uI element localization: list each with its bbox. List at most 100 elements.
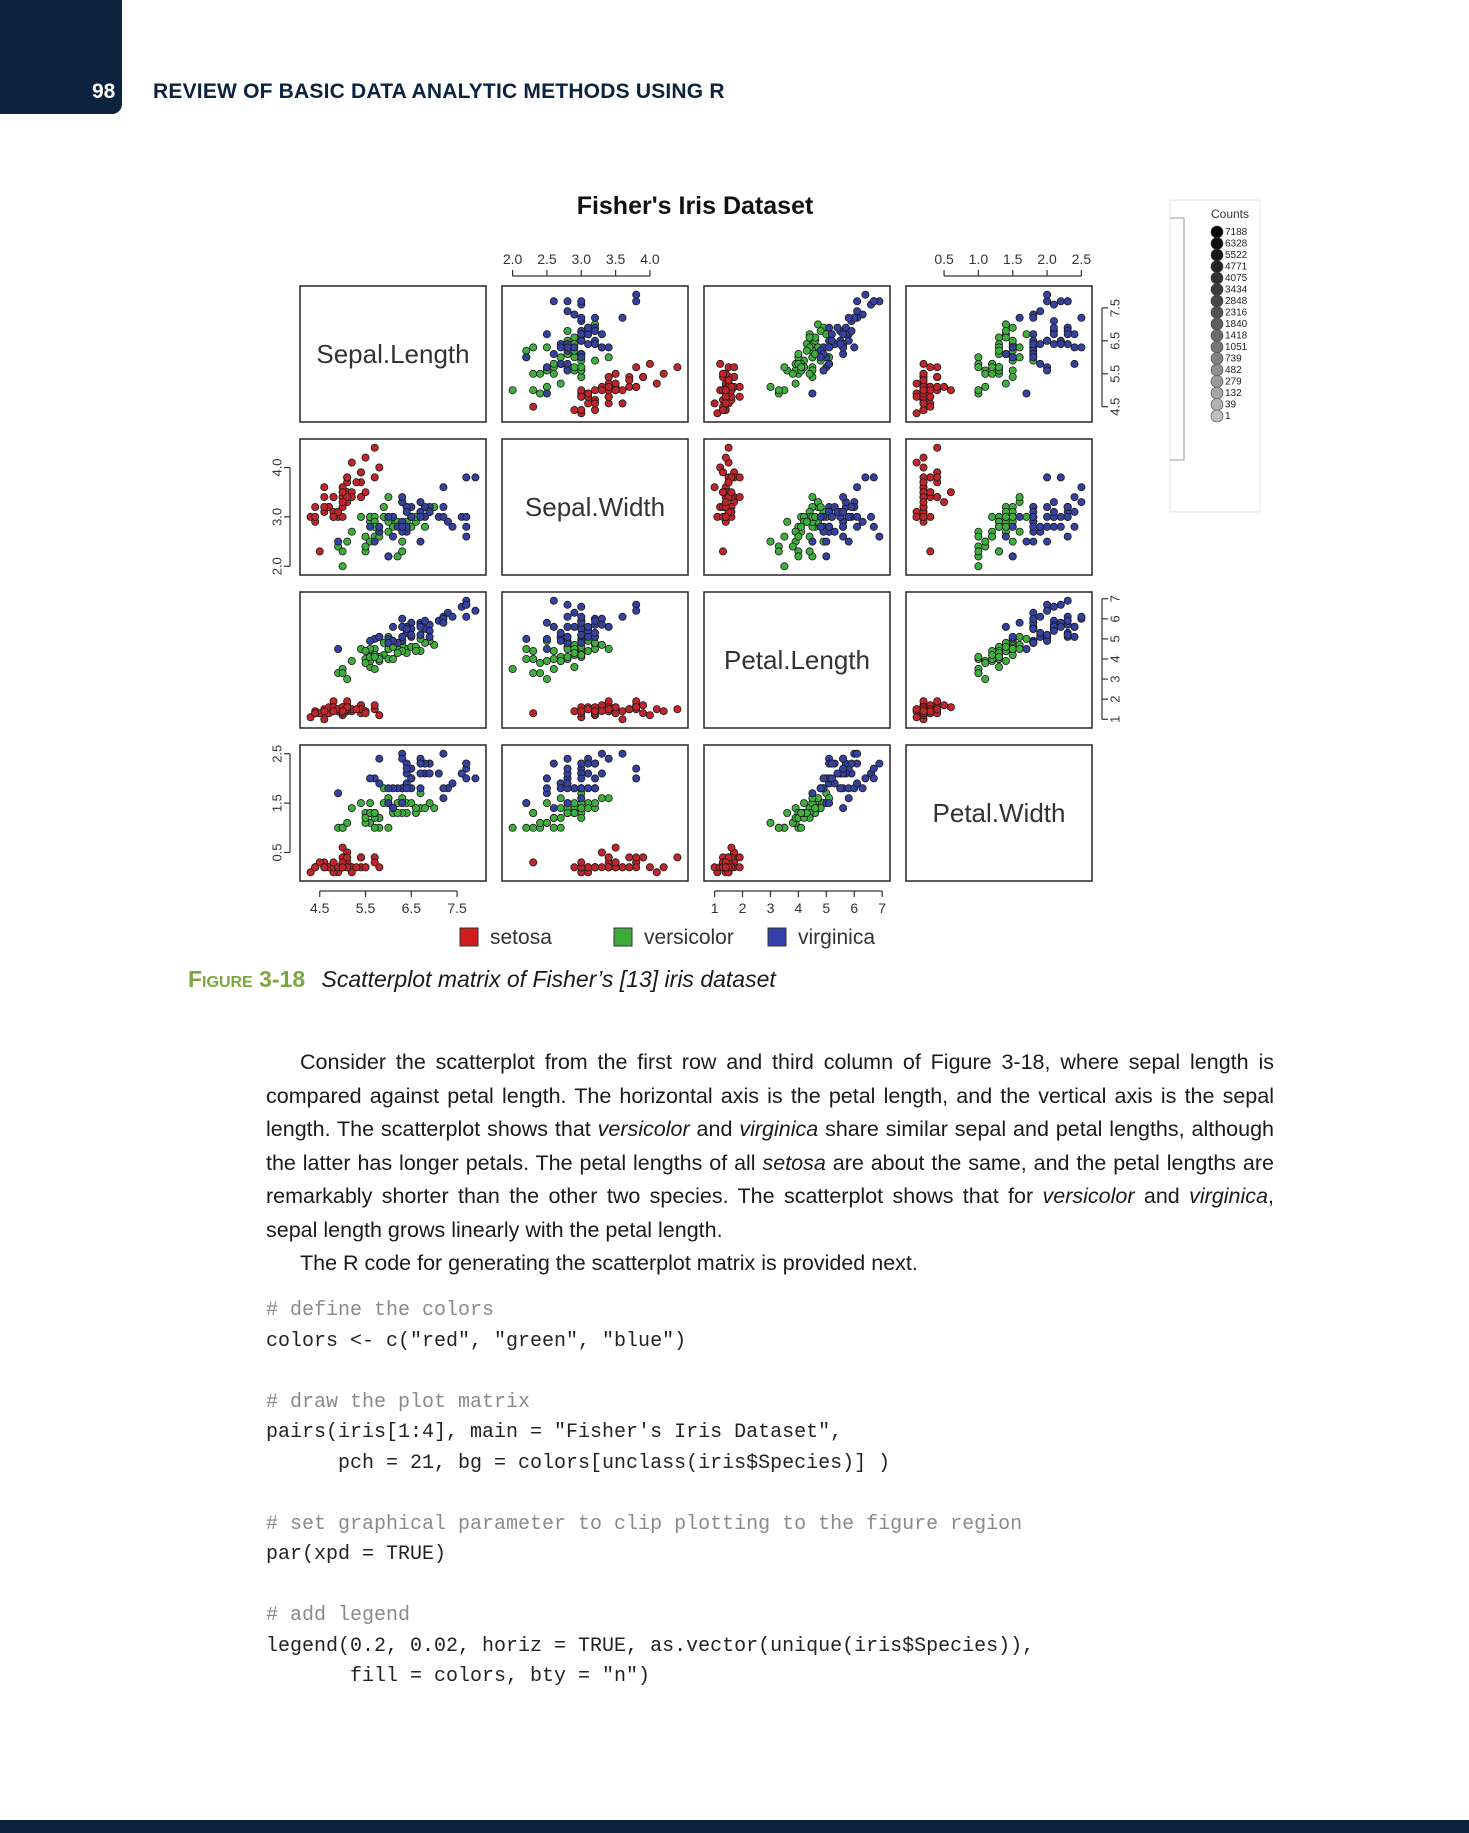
data-point-setosa	[347, 458, 356, 467]
data-point-setosa	[919, 498, 928, 507]
data-point-virginica	[570, 784, 579, 793]
data-point-virginica	[1049, 522, 1058, 531]
data-point-virginica	[853, 297, 862, 306]
data-point-virginica	[439, 512, 448, 521]
data-point-virginica	[839, 507, 848, 516]
data-point-virginica	[1043, 522, 1052, 531]
data-point-versicolor	[556, 656, 565, 665]
data-point-setosa	[940, 498, 949, 507]
data-point-virginica	[584, 769, 593, 778]
data-point-setosa	[361, 488, 370, 497]
data-point-virginica	[420, 502, 429, 511]
data-point-virginica	[384, 512, 393, 521]
data-point-virginica	[549, 596, 558, 605]
text-run: Consider the scatterplot from the first …	[266, 1050, 1274, 1141]
data-point-virginica	[1049, 323, 1058, 332]
data-point-virginica	[1056, 512, 1065, 521]
data-point-virginica	[1036, 307, 1045, 316]
data-point-virginica	[1070, 330, 1079, 339]
data-point-virginica	[366, 636, 375, 645]
data-point-virginica	[1029, 330, 1038, 339]
data-point-virginica	[1015, 313, 1024, 322]
data-point-versicolor	[536, 669, 545, 678]
data-point-virginica	[402, 624, 411, 633]
code-line	[266, 1571, 1034, 1602]
data-point-setosa	[370, 858, 379, 867]
data-point-virginica	[853, 483, 862, 492]
data-point-virginica	[1043, 297, 1052, 306]
tick-label: 3.0	[269, 508, 284, 526]
data-point-virginica	[398, 754, 407, 763]
data-point-versicolor	[974, 547, 983, 556]
data-point-versicolor	[556, 823, 565, 832]
data-point-virginica	[1043, 630, 1052, 639]
diagonal-label: Sepal.Length	[316, 339, 469, 369]
data-point-virginica	[618, 749, 627, 758]
tick-label: 2.5	[537, 251, 557, 267]
data-point-setosa	[597, 848, 606, 857]
data-point-versicolor	[430, 804, 439, 813]
text-run: and	[1134, 1184, 1190, 1208]
data-point-setosa	[343, 493, 352, 502]
data-point-virginica	[366, 774, 375, 783]
count-circle	[1210, 248, 1224, 262]
data-point-virginica	[402, 784, 411, 793]
count-circle	[1210, 363, 1224, 377]
data-point-versicolor	[802, 517, 811, 526]
legend-swatch-versicolor	[613, 927, 633, 947]
data-point-setosa	[659, 369, 668, 378]
data-point-virginica	[462, 759, 471, 768]
data-point-setosa	[710, 483, 719, 492]
data-point-versicolor	[995, 547, 1004, 556]
data-point-virginica	[869, 297, 878, 306]
data-point-virginica	[370, 537, 379, 546]
data-point-versicolor	[805, 547, 814, 556]
tick-label: 5	[1107, 635, 1122, 642]
data-point-versicolor	[370, 652, 379, 661]
data-point-versicolor	[343, 537, 352, 546]
data-point-setosa	[946, 488, 955, 497]
tick-label: 3	[1107, 675, 1122, 682]
data-point-virginica	[1043, 473, 1052, 482]
count-circle	[1210, 225, 1224, 239]
data-point-versicolor	[529, 669, 538, 678]
paragraph: Consider the scatterplot from the first …	[266, 1046, 1274, 1247]
data-point-versicolor	[797, 823, 806, 832]
data-point-setosa	[329, 858, 338, 867]
data-point-versicolor	[974, 353, 983, 362]
data-point-virginica	[563, 622, 572, 631]
data-point-virginica	[632, 290, 641, 299]
data-point-versicolor	[988, 650, 997, 659]
data-point-versicolor	[529, 386, 538, 395]
data-point-setosa	[933, 705, 942, 714]
data-point-versicolor	[570, 809, 579, 818]
data-point-versicolor	[338, 823, 347, 832]
data-point-versicolor	[590, 799, 599, 808]
data-point-versicolor	[1008, 644, 1017, 653]
data-point-versicolor	[536, 818, 545, 827]
data-point-versicolor	[508, 386, 517, 395]
data-point-setosa	[912, 392, 921, 401]
data-point-virginica	[1049, 507, 1058, 516]
data-point-setosa	[919, 399, 928, 408]
species-name: versicolor	[597, 1117, 690, 1141]
data-point-virginica	[836, 784, 845, 793]
data-point-virginica	[1022, 389, 1031, 398]
data-point-setosa	[919, 386, 928, 395]
data-point-setosa	[311, 709, 320, 718]
data-point-versicolor	[577, 813, 586, 822]
data-point-virginica	[563, 359, 572, 368]
data-point-setosa	[673, 853, 682, 862]
data-point-virginica	[577, 330, 586, 339]
data-point-setosa	[625, 376, 634, 385]
data-point-virginica	[577, 602, 586, 611]
data-point-setosa	[306, 868, 315, 877]
data-point-virginica	[816, 784, 825, 793]
data-point-setosa	[375, 711, 384, 720]
data-point-virginica	[1056, 622, 1065, 631]
data-point-virginica	[577, 759, 586, 768]
data-point-virginica	[1022, 644, 1031, 653]
tick-label: 6	[1107, 615, 1122, 622]
data-point-virginica	[416, 537, 425, 546]
data-point-setosa	[338, 863, 347, 872]
